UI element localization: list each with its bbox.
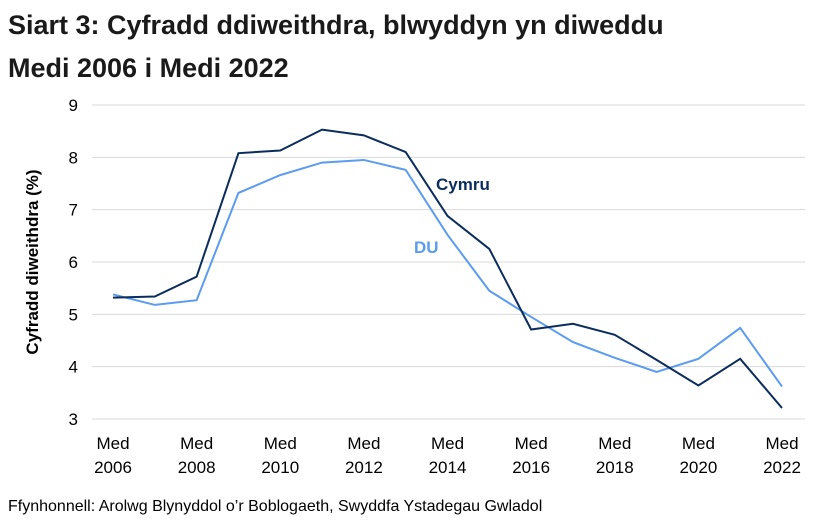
- x-tick-label: 2018: [596, 458, 634, 477]
- x-tick-label: Med: [431, 434, 464, 453]
- series-label-cymru: Cymru: [436, 175, 490, 194]
- x-tick-label: 2016: [512, 458, 550, 477]
- y-axis-label: Cyfradd diweithdra (%): [23, 169, 42, 354]
- y-tick-label: 3: [69, 410, 78, 429]
- x-tick-label: 2006: [94, 458, 132, 477]
- x-tick-label: Med: [180, 434, 213, 453]
- x-tick-label: 2020: [679, 458, 717, 477]
- x-tick-label: Med: [264, 434, 297, 453]
- y-tick-label: 9: [69, 96, 78, 115]
- x-tick-label: Med: [347, 434, 380, 453]
- y-tick-label: 4: [69, 358, 78, 377]
- x-tick-label: 2012: [345, 458, 383, 477]
- x-tick-label: 2008: [178, 458, 216, 477]
- x-tick-label: 2022: [763, 458, 801, 477]
- x-tick-label: Med: [765, 434, 798, 453]
- x-tick-label: 2010: [261, 458, 299, 477]
- x-tick-label: 2014: [429, 458, 467, 477]
- x-tick-label: Med: [96, 434, 129, 453]
- title-line-2: Medi 2006 i Medi 2022: [8, 53, 289, 83]
- source-note: Ffynhonnell: Arolwg Blynyddol o’r Boblog…: [8, 498, 543, 515]
- y-tick-label: 5: [69, 305, 78, 324]
- title-line-1: Siart 3: Cyfradd ddiweithdra, blwyddyn y…: [8, 10, 664, 40]
- x-tick-label: Med: [515, 434, 548, 453]
- y-tick-label: 7: [69, 201, 78, 220]
- chart-title: Siart 3: Cyfradd ddiweithdra, blwyddyn y…: [8, 4, 808, 90]
- x-tick-label: Med: [682, 434, 715, 453]
- y-tick-label: 6: [69, 253, 78, 272]
- x-tick-label: Med: [598, 434, 631, 453]
- y-tick-label: 8: [69, 148, 78, 167]
- series-label-du: DU: [414, 238, 439, 257]
